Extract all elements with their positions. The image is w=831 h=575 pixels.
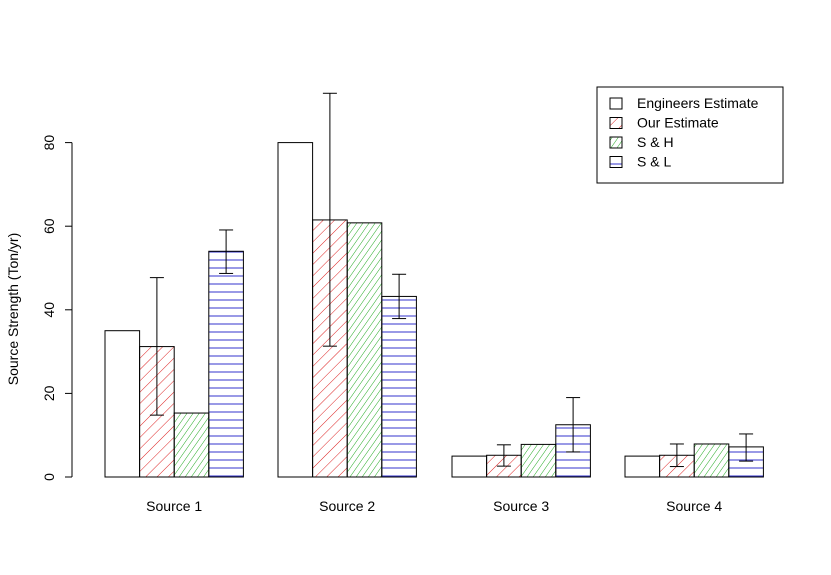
x-tick-label-1: Source 1 xyxy=(146,498,202,514)
bar-engineers-estimate-3 xyxy=(451,455,488,478)
bar-s-h-3 xyxy=(520,443,557,478)
y-tick-label: 0 xyxy=(41,473,57,481)
legend-swatch xyxy=(609,156,623,168)
bar-engineers-estimate-2 xyxy=(277,142,314,478)
y-tick-label: 20 xyxy=(41,385,57,401)
y-axis-label: Source Strength (Ton/yr) xyxy=(5,233,21,386)
legend-box xyxy=(596,86,784,184)
bar-s-l-2 xyxy=(381,295,417,478)
bar-s-h-2 xyxy=(346,222,383,478)
bars xyxy=(104,142,764,478)
bar-engineers-estimate-4 xyxy=(624,455,661,478)
x-tick-labels: Source 1 Source 2 Source 3 Source 4 xyxy=(146,498,722,514)
x-tick-label-4: Source 4 xyxy=(666,498,722,514)
legend: Engineers Estimate Our Estimate S & H S & L xyxy=(596,86,784,184)
y-axis: 0 20 40 60 80 xyxy=(41,135,73,481)
legend-swatch xyxy=(609,117,623,129)
legend-swatch xyxy=(609,136,623,149)
x-tick-label-2: Source 2 xyxy=(319,498,375,514)
bar-engineers-estimate-1 xyxy=(104,330,141,478)
bar-s-h-4 xyxy=(693,443,730,478)
error-bars xyxy=(149,92,754,468)
bar-s-l-1 xyxy=(208,250,244,478)
y-tick-label: 80 xyxy=(41,135,57,151)
bar-s-h-1 xyxy=(173,412,210,478)
legend-label: S & H xyxy=(637,134,674,150)
legend-label: S & L xyxy=(637,154,671,170)
legend-swatch xyxy=(609,97,623,110)
x-tick-label-3: Source 3 xyxy=(493,498,549,514)
y-tick-label: 60 xyxy=(41,218,57,234)
legend-label: Engineers Estimate xyxy=(637,95,759,111)
legend-label: Our Estimate xyxy=(637,115,719,131)
y-tick-label: 40 xyxy=(41,302,57,318)
